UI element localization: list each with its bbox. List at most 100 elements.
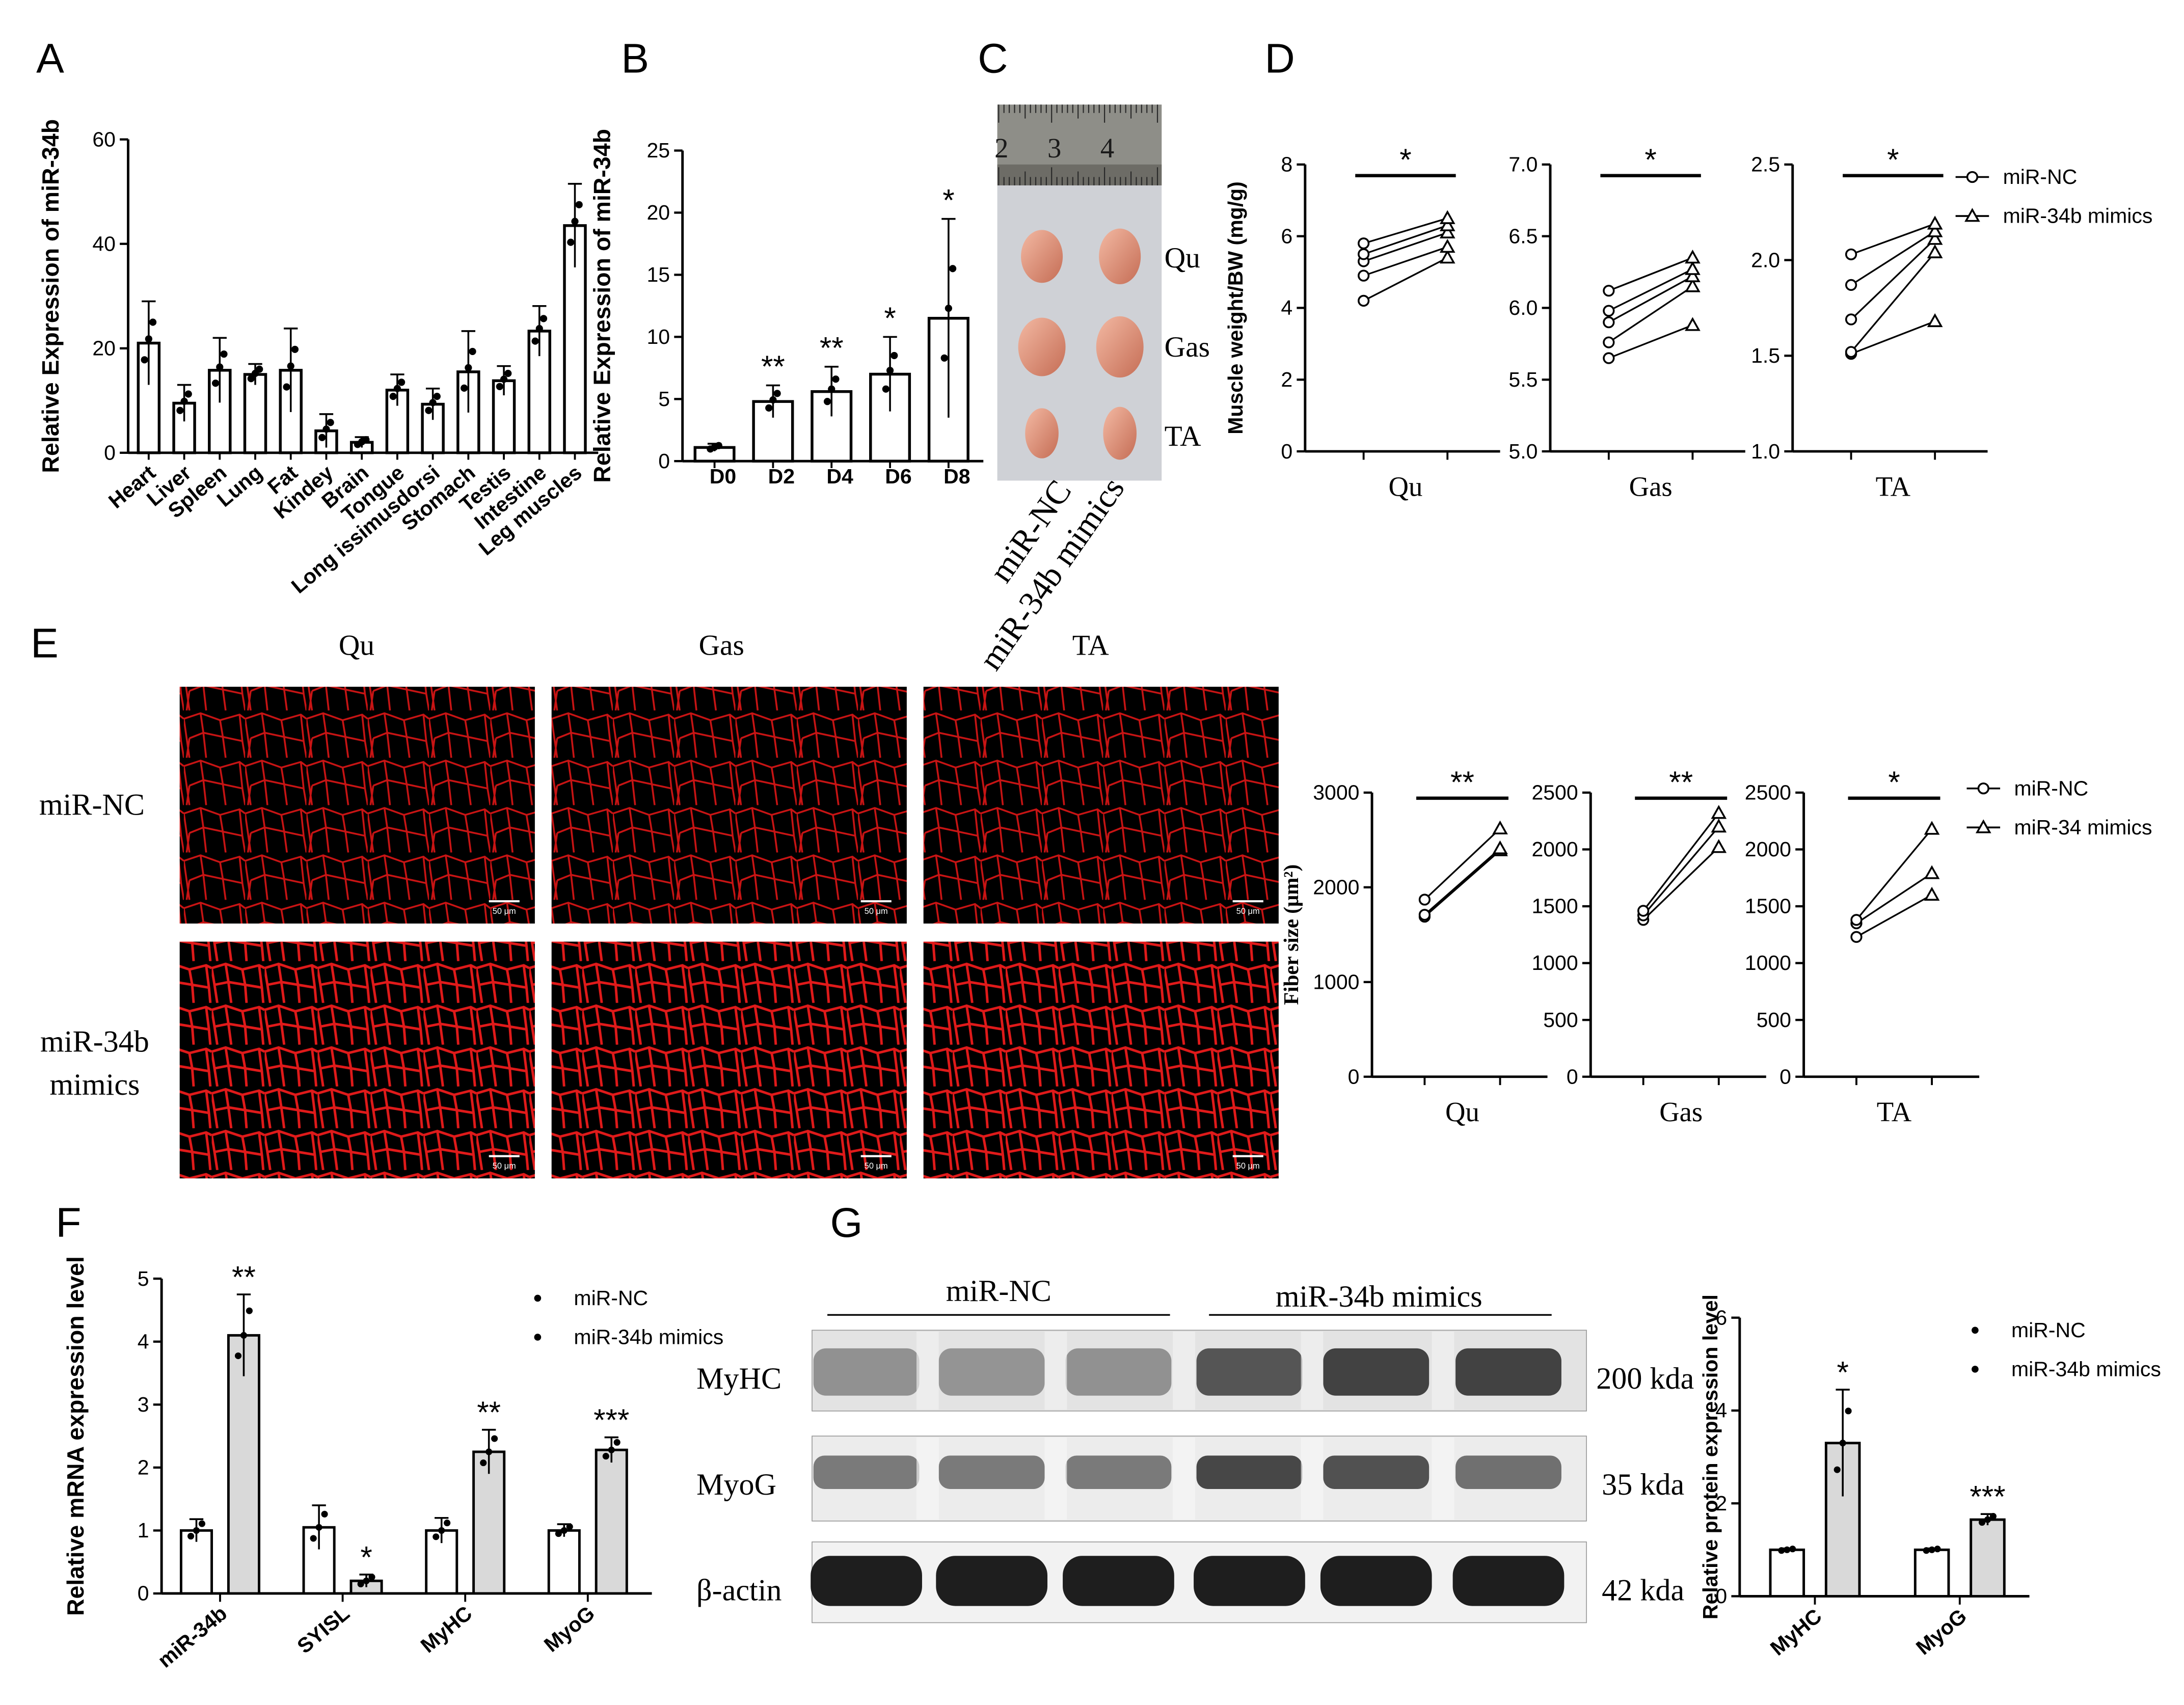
data-point bbox=[613, 1439, 621, 1446]
data-point bbox=[882, 385, 889, 393]
data-point bbox=[389, 392, 397, 400]
blot-g: miR-NC miR-34b mimics MyHC MyoG β-actin … bbox=[696, 1274, 1694, 1623]
blot-label-myog: MyoG bbox=[696, 1468, 776, 1502]
data-point bbox=[1989, 1512, 1997, 1520]
bar-mimics bbox=[227, 1334, 260, 1595]
chart-e-gas-y-tick-label: 500 bbox=[1543, 1008, 1578, 1032]
significance-mark: * bbox=[1887, 143, 1899, 177]
chart-d-subplot-label: TA bbox=[1876, 471, 1911, 502]
histology-column-qu: Qu bbox=[339, 629, 374, 661]
significance-mark: * bbox=[884, 301, 896, 335]
chart-e-gas-y-tick-label: 0 bbox=[1567, 1065, 1578, 1088]
point-mimics bbox=[1711, 818, 1727, 833]
significance-mark: * bbox=[360, 1540, 372, 1574]
point-mir-nc bbox=[1850, 931, 1863, 943]
panel-letter-b: B bbox=[621, 35, 649, 82]
pair-line bbox=[1608, 257, 1693, 292]
legend-marker-mimics bbox=[1972, 1365, 1979, 1373]
chart-f-y-tick-label: 5 bbox=[138, 1267, 149, 1290]
data-point bbox=[535, 324, 543, 333]
blot-label-myhc: MyHC bbox=[696, 1362, 781, 1396]
histology-row-label-mimics-line1: miR-34b bbox=[40, 1024, 149, 1059]
data-point bbox=[433, 392, 441, 400]
pair-line bbox=[1608, 285, 1693, 343]
band-actin bbox=[1063, 1556, 1174, 1606]
chart-d-muscle-weight: 0 2 4 6 8 * Qu 5.0 5.5 6.0 6.5 7.0 * Gas 1.0 1.5 2.0 2.5 *… bbox=[1224, 143, 2153, 502]
significance-mark: ** bbox=[820, 331, 844, 365]
significance-mark: * bbox=[1888, 765, 1900, 799]
blot-size-myog: 35 kda bbox=[1602, 1468, 1684, 1502]
legend-label-nc: miR-NC bbox=[574, 1286, 648, 1310]
chart-d-qu-y-tick-label: 4 bbox=[1281, 296, 1292, 319]
bar-mimics bbox=[595, 1448, 628, 1595]
histology-gas-nc bbox=[551, 687, 907, 924]
point-mir-nc bbox=[1418, 909, 1431, 921]
point-mir-nc bbox=[1845, 313, 1857, 326]
data-point bbox=[444, 1520, 451, 1527]
chart-e-ta-y-tick-label: 2500 bbox=[1745, 781, 1791, 804]
chart-f-y-tick-label: 2 bbox=[138, 1456, 149, 1479]
chart-e-subplot-label: TA bbox=[1877, 1096, 1912, 1127]
blot-group-mimics: miR-34b mimics bbox=[1276, 1280, 1482, 1314]
data-point bbox=[823, 398, 831, 405]
chart-f-y-tick-label: 0 bbox=[138, 1582, 149, 1605]
chart-f-x-label: MyoG bbox=[540, 1601, 599, 1656]
histology-row-label-mimics-line2: mimics bbox=[49, 1068, 140, 1102]
point-mimics bbox=[1927, 231, 1943, 245]
data-point bbox=[141, 356, 148, 364]
significance-mark: ** bbox=[1669, 765, 1693, 799]
muscle-gas-mimics bbox=[1096, 316, 1144, 378]
point-mimics bbox=[1711, 805, 1727, 819]
band-actin bbox=[1452, 1556, 1565, 1606]
chart-b-y-tick-label: 15 bbox=[646, 263, 670, 286]
photo-c: 2 3 4 Qu Gas TA miR-NC miR-34b mimics bbox=[972, 104, 1210, 677]
chart-e-y-label: Fiber size (μm²) bbox=[1279, 864, 1303, 1005]
chart-d-y-label: Muscle weight/BW (mg/g) bbox=[1224, 181, 1247, 435]
chart-e-fiber-size: 0 1000 2000 3000 ** Qu 0 500 1000 1500 2000 2500 ** G… bbox=[1279, 765, 2152, 1127]
chart-a-y-tick-label: 0 bbox=[104, 441, 116, 464]
data-point bbox=[291, 345, 299, 353]
data-point bbox=[891, 351, 898, 360]
histology-ta-mimics bbox=[923, 941, 1279, 1179]
significance-mark: *** bbox=[1970, 1480, 2005, 1514]
chart-e-qu-y-tick-label: 1000 bbox=[1313, 970, 1359, 993]
chart-g-y-tick-label: 2 bbox=[1715, 1492, 1727, 1515]
band-myog bbox=[938, 1455, 1045, 1489]
muscle-qu-nc bbox=[1021, 230, 1063, 283]
data-point bbox=[886, 367, 894, 374]
point-mimics bbox=[1711, 839, 1727, 853]
data-point bbox=[318, 434, 326, 441]
scale-bars: 50 μm 50 μm 50 μm 50 μm 50 μm 50 μm bbox=[489, 900, 1263, 1171]
chart-d-gas-y-tick-label: 5.0 bbox=[1508, 440, 1538, 463]
bar-mimics bbox=[1970, 1518, 2006, 1598]
legend-label-nc: miR-NC bbox=[2011, 1318, 2086, 1342]
chart-g-protein-expression: 0 2 4 6 * MyHC *** MyoG Relative protein express… bbox=[1698, 1294, 2161, 1660]
panel-letter-a: A bbox=[36, 35, 64, 82]
scale-bar-label: 50 μm bbox=[865, 1161, 888, 1171]
ruler-number-4: 4 bbox=[1100, 132, 1114, 164]
histology-column-gas: Gas bbox=[699, 629, 744, 661]
data-point bbox=[773, 390, 781, 397]
band-myog bbox=[1323, 1455, 1430, 1489]
pair-line bbox=[1424, 850, 1501, 917]
pair-line bbox=[1855, 828, 1933, 921]
data-point bbox=[368, 1574, 375, 1581]
data-point bbox=[362, 436, 370, 444]
chart-b-y-tick-label: 0 bbox=[658, 449, 670, 473]
point-mir-nc bbox=[1418, 894, 1431, 906]
point-mir-nc bbox=[1358, 237, 1370, 250]
data-point bbox=[180, 397, 188, 405]
point-mimics bbox=[1439, 238, 1455, 253]
chart-g-y-tick-label: 4 bbox=[1715, 1399, 1727, 1422]
pair-line bbox=[1363, 217, 1448, 245]
pair-line bbox=[1642, 813, 1720, 911]
band-myhc bbox=[1196, 1348, 1303, 1396]
data-point bbox=[315, 1524, 322, 1531]
significance-mark: ** bbox=[1450, 765, 1474, 799]
point-mir-nc bbox=[1845, 346, 1857, 358]
pair-line bbox=[1363, 232, 1448, 262]
muscle-ta-nc bbox=[1025, 408, 1059, 458]
data-point bbox=[486, 1448, 493, 1455]
point-mir-nc bbox=[1845, 279, 1857, 291]
significance-mark: * bbox=[942, 183, 954, 217]
